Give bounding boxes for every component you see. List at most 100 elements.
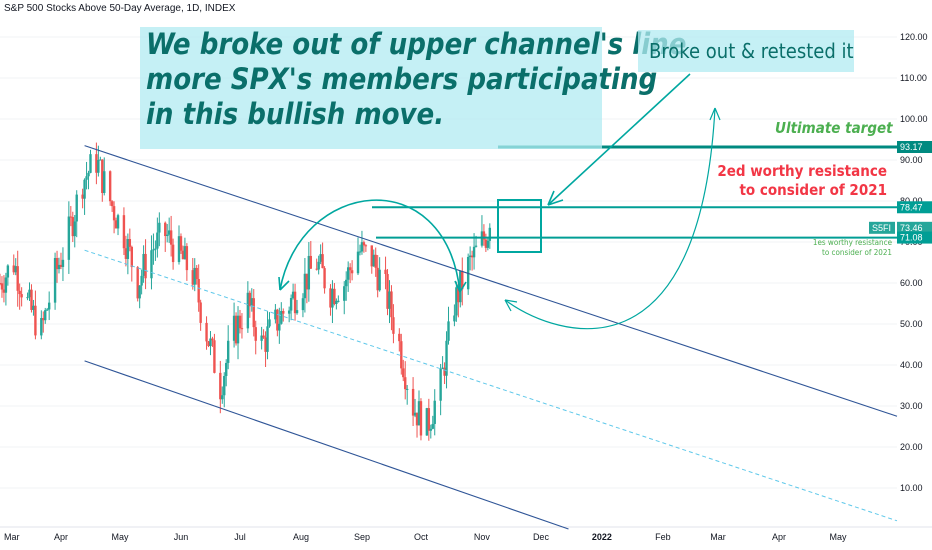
candle-body	[447, 321, 450, 341]
candle-body	[53, 258, 57, 303]
x-tick-label: Mar	[4, 532, 20, 542]
candle-body	[236, 315, 240, 344]
y-tick-label: 20.00	[900, 442, 923, 452]
candle-body	[185, 246, 189, 271]
candle-body	[372, 254, 375, 267]
candle-body	[362, 242, 366, 246]
retest-callout: Broke out & retested it	[638, 30, 854, 72]
candle-body	[411, 388, 415, 416]
candle-body	[183, 246, 187, 260]
candle-body	[484, 239, 488, 248]
candle-body	[166, 234, 169, 237]
y-tick-label: 100.00	[900, 114, 928, 124]
candle-body	[138, 285, 141, 299]
candle-body	[415, 412, 419, 426]
candle-body	[453, 315, 456, 322]
resistance-1-line-1: 1es worthy resistance	[812, 238, 892, 247]
candle-body	[150, 250, 153, 279]
candle-body	[370, 245, 373, 267]
annotation-arrows	[278, 73, 721, 330]
candle-body	[360, 242, 364, 252]
candle-body	[99, 159, 102, 161]
projection-arrow-arc	[504, 107, 716, 330]
candle-body	[417, 401, 421, 426]
candle-body	[40, 318, 43, 336]
candle-body	[30, 289, 33, 310]
candle-body	[419, 401, 423, 436]
resistance-1-label: 1es worthy resistance to consider of 202…	[813, 238, 892, 258]
candle-body	[234, 315, 238, 344]
candle-body	[112, 206, 116, 221]
candle-body	[114, 220, 118, 229]
candle-body	[425, 408, 429, 436]
badge-last-bg	[897, 221, 932, 234]
retest-arrow-line	[547, 73, 691, 206]
badge-target: 93.17	[900, 142, 923, 152]
candle-body	[136, 267, 139, 299]
candle-body	[110, 201, 114, 207]
candle-body	[307, 255, 311, 290]
candle-body	[392, 317, 395, 334]
candle-body	[169, 230, 173, 245]
y-axis: 10.0020.0030.0040.0050.0060.0070.0080.00…	[900, 32, 928, 493]
candle-body	[167, 230, 171, 235]
candle-body	[488, 227, 492, 241]
candle-body	[248, 292, 252, 307]
candle-body	[404, 377, 407, 390]
candle-body	[376, 267, 379, 291]
candle-body	[226, 340, 230, 363]
candle-body	[457, 287, 460, 303]
candle-body	[439, 368, 442, 401]
candle-body	[390, 291, 393, 318]
y-tick-label: 120.00	[900, 32, 928, 42]
candle-body	[152, 249, 155, 251]
candle-body	[87, 172, 90, 177]
candle-body	[18, 290, 21, 295]
candle-body	[158, 222, 161, 233]
candle-body	[199, 302, 202, 323]
candle-body	[427, 408, 431, 431]
candle-body	[16, 266, 19, 291]
candle-body	[42, 318, 45, 321]
candle-body	[205, 322, 208, 342]
resistance-2-line-2: to consider of 2021	[739, 181, 887, 199]
candle-body	[319, 254, 322, 262]
price-channel	[84, 145, 898, 530]
candle-body	[405, 388, 409, 390]
candle-body	[46, 309, 49, 311]
retest-box	[497, 199, 542, 253]
candle-body	[2, 289, 6, 293]
callout-line-3: in this bullish move.	[146, 97, 445, 131]
candle-body	[413, 412, 417, 416]
candle-body	[433, 400, 436, 424]
x-tick-label: Oct	[414, 532, 429, 542]
candle-body	[103, 171, 106, 194]
candle-body	[291, 291, 295, 299]
candle-body	[4, 277, 8, 293]
candle-body	[470, 255, 474, 258]
candle-body	[287, 310, 291, 314]
candle-body	[95, 154, 98, 173]
candle-body	[474, 245, 478, 247]
candle-body	[260, 335, 263, 341]
candle-body	[122, 215, 126, 249]
candle-body	[400, 341, 403, 369]
curve-arrow-head-right	[454, 280, 467, 293]
candle-body	[140, 275, 143, 286]
candle-body	[12, 265, 15, 273]
candle-body	[193, 267, 196, 285]
candle-body	[472, 246, 476, 258]
y-tick-label: 80.00	[900, 196, 923, 206]
candle-body	[358, 251, 362, 253]
candle-body	[346, 267, 350, 280]
candle-body	[268, 319, 271, 327]
candle-body	[34, 305, 37, 336]
candles	[0, 142, 492, 441]
candle-body	[195, 267, 198, 280]
x-tick-label: Mar	[710, 532, 726, 542]
x-tick-label: Apr	[54, 532, 68, 542]
candle-body	[71, 217, 74, 237]
candle-body	[85, 176, 88, 180]
candle-body	[445, 340, 448, 376]
candle-body	[262, 335, 265, 338]
